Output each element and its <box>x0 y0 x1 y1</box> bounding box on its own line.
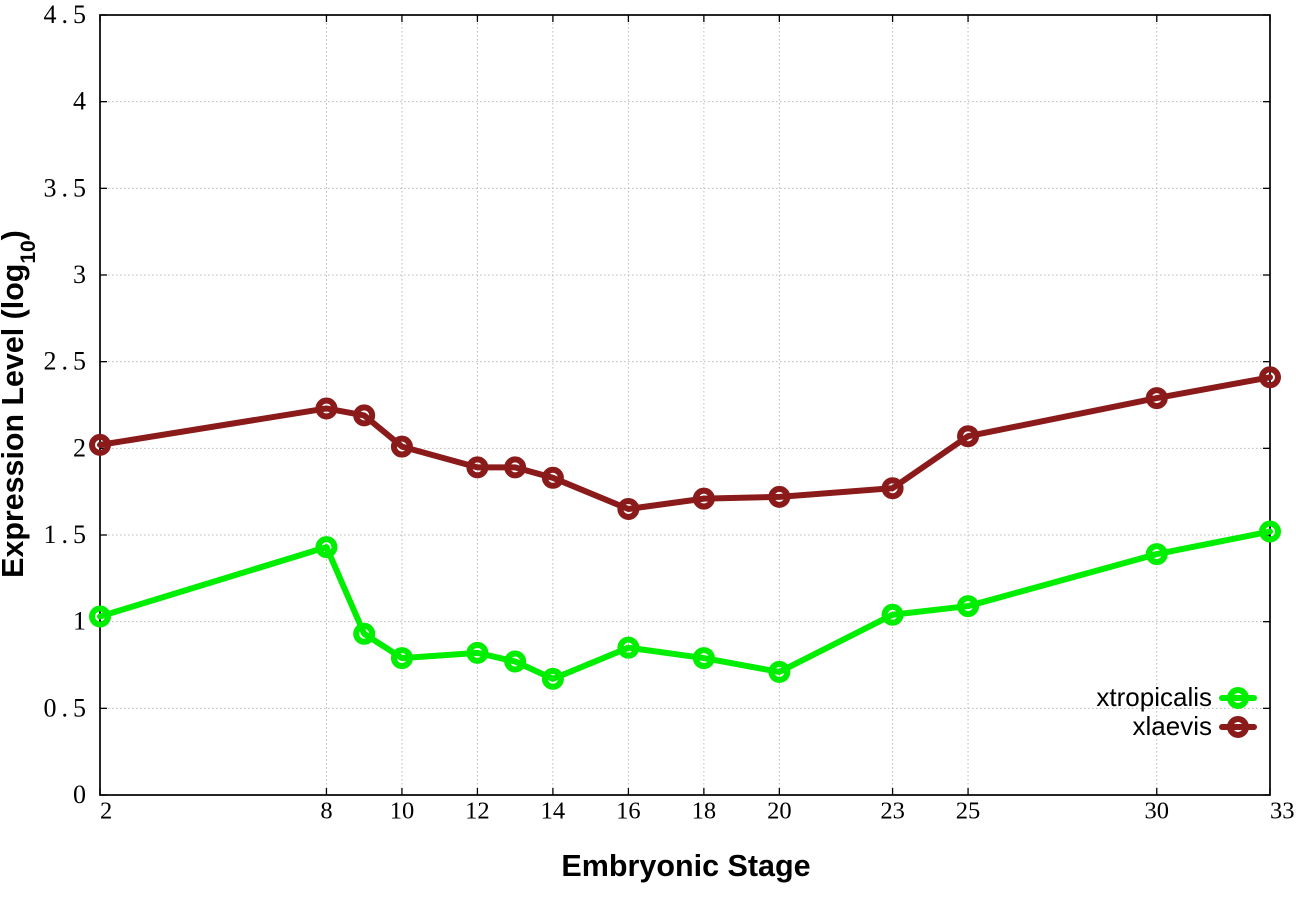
svg-text:2: 2 <box>73 433 86 462</box>
svg-text:12: 12 <box>465 798 490 825</box>
svg-text:xlaevis: xlaevis <box>1133 711 1212 741</box>
svg-text:2: 2 <box>100 798 112 825</box>
svg-text:33: 33 <box>1270 798 1295 825</box>
svg-text:8: 8 <box>320 798 332 825</box>
svg-text:3.5: 3.5 <box>44 173 87 202</box>
svg-text:30: 30 <box>1145 798 1170 825</box>
svg-text:23: 23 <box>880 798 905 825</box>
svg-text:14: 14 <box>541 798 566 825</box>
svg-text:20: 20 <box>767 798 792 825</box>
svg-text:16: 16 <box>616 798 641 825</box>
svg-text:4: 4 <box>73 87 86 116</box>
svg-text:2.5: 2.5 <box>44 347 87 376</box>
svg-text:1: 1 <box>73 607 86 636</box>
svg-text:25: 25 <box>956 798 981 825</box>
svg-text:1.5: 1.5 <box>44 520 87 549</box>
svg-text:3: 3 <box>73 260 86 289</box>
svg-text:Embryonic Stage: Embryonic Stage <box>561 849 810 883</box>
svg-text:18: 18 <box>692 798 717 825</box>
svg-text:xtropicalis: xtropicalis <box>1096 682 1212 712</box>
svg-text:10: 10 <box>390 798 415 825</box>
svg-text:0: 0 <box>73 780 86 809</box>
svg-text:0.5: 0.5 <box>44 693 87 722</box>
svg-text:4.5: 4.5 <box>44 0 87 29</box>
